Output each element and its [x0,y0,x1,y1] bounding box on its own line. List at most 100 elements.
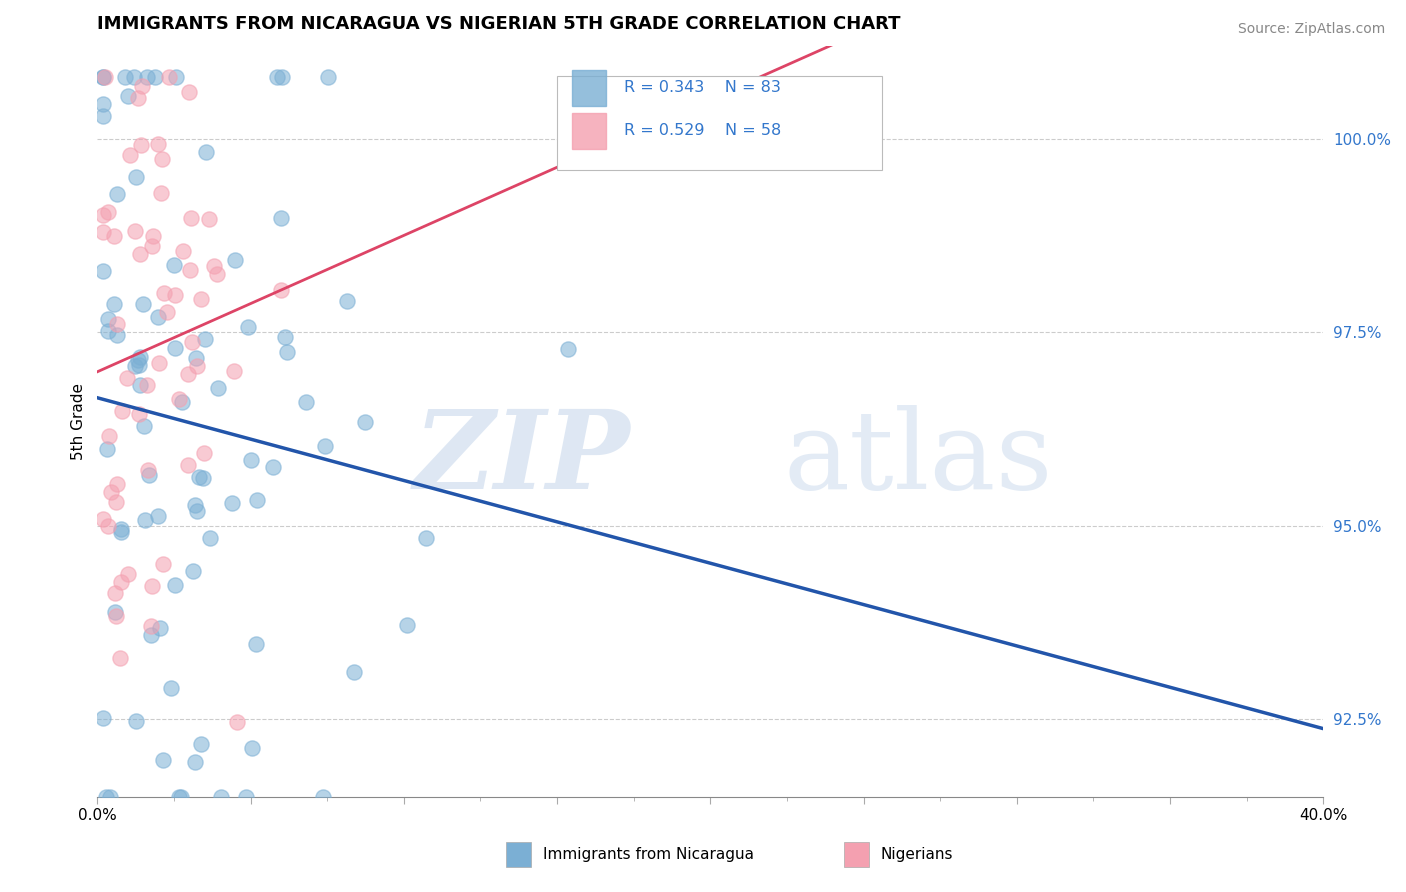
Point [114,70,136,84]
Point [105,495,128,509]
Point [127,91,149,105]
Point [136,463,159,477]
Point [117,89,139,103]
Point [209,789,232,804]
Point [96,312,118,326]
Point [148,356,170,370]
FancyBboxPatch shape [572,113,606,149]
Point [110,575,132,590]
Point [96,789,118,804]
Point [172,395,194,409]
Point [104,609,127,624]
Point [146,136,169,151]
Point [198,211,221,226]
Point [93,97,115,112]
Point [115,371,138,385]
Point [138,468,160,483]
Point [98,789,121,804]
Point [124,224,146,238]
Y-axis label: 5th Grade: 5th Grade [72,383,86,459]
Point [124,70,146,84]
Point [184,498,207,512]
Point [105,476,128,491]
Point [226,715,249,730]
Point [266,70,288,84]
Point [148,509,170,524]
Point [125,169,148,184]
Point [312,789,335,804]
Point [186,504,208,518]
Text: atlas: atlas [785,405,1053,512]
Point [149,621,172,635]
Point [270,211,292,226]
Point [160,681,183,695]
Point [142,228,165,243]
Point [93,512,115,526]
Point [198,532,221,546]
Point [141,239,163,253]
Point [128,377,150,392]
Point [188,470,211,484]
Point [128,358,150,372]
Point [128,247,150,261]
Point [186,359,208,373]
Point [180,334,202,349]
Point [127,352,149,367]
Point [139,628,162,642]
Point [224,253,246,268]
Point [104,585,127,599]
Point [146,310,169,324]
Point [415,532,437,546]
Point [125,714,148,728]
Point [97,324,120,338]
Point [270,284,292,298]
Point [205,267,228,281]
Point [184,755,207,769]
Point [246,493,269,508]
Point [111,404,134,418]
Point [94,70,117,84]
Point [177,85,200,99]
Point [169,789,191,804]
Point [262,459,284,474]
Point [156,305,179,319]
Point [139,619,162,633]
Point [124,359,146,374]
Point [396,618,419,632]
Point [235,789,257,804]
Point [239,453,262,467]
Point [165,70,187,84]
FancyBboxPatch shape [557,76,882,169]
Point [93,264,115,278]
Point [128,407,150,421]
Point [93,109,115,123]
Point [134,513,156,527]
Point [132,419,155,434]
Point [105,186,128,201]
Point [110,523,132,537]
Point [557,342,579,356]
Text: Immigrants from Nicaragua: Immigrants from Nicaragua [543,847,754,862]
Point [141,579,163,593]
Point [103,228,125,243]
Point [354,415,377,429]
Point [100,484,122,499]
Point [93,70,115,84]
Point [108,651,131,665]
Point [184,351,207,366]
Point [314,439,336,453]
Text: Source: ZipAtlas.com: Source: ZipAtlas.com [1237,22,1385,37]
Point [207,381,229,395]
Point [221,496,243,510]
Point [98,429,121,443]
Point [202,259,225,273]
Point [236,320,259,334]
Point [172,244,194,258]
Point [93,70,115,84]
Point [176,458,198,472]
Point [177,367,200,381]
Text: R = 0.343    N = 83: R = 0.343 N = 83 [624,80,782,95]
Point [194,145,217,160]
Point [105,328,128,343]
Point [110,524,132,539]
